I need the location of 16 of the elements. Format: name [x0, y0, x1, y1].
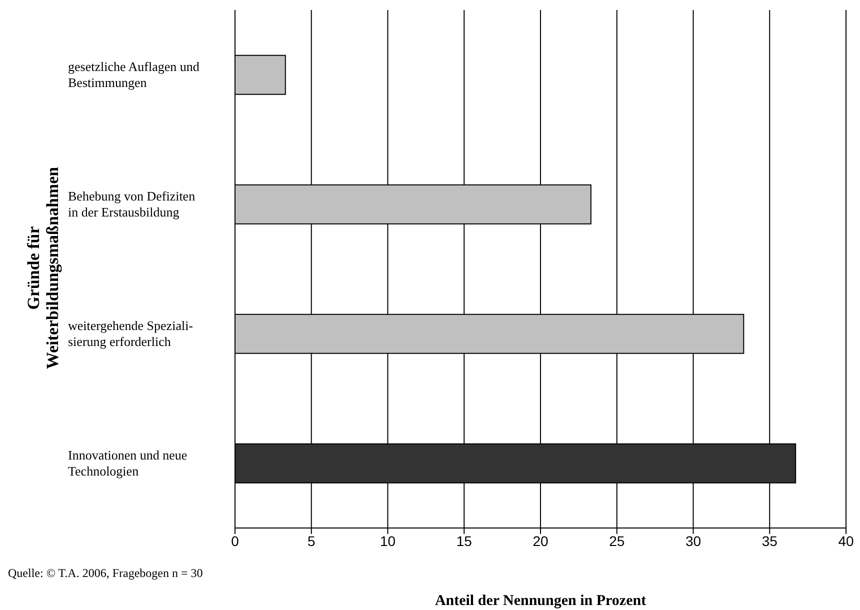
- x-tick-label: 10: [380, 532, 396, 549]
- x-tick-label: 20: [532, 532, 548, 549]
- y-tick-label: Innovationen und neue Technologien: [68, 447, 188, 478]
- y-tick-label: weitergehende Speziali- sierung erforderlich: [68, 318, 194, 349]
- x-tick-label: 25: [609, 532, 625, 549]
- x-tick-label: 40: [838, 532, 854, 549]
- x-tick-label: 5: [307, 532, 316, 549]
- x-tick-label: 30: [685, 532, 702, 549]
- x-tick-label: 0: [231, 532, 240, 549]
- x-axis-title: Anteil der Nennungen in Prozent: [434, 593, 648, 610]
- y-tick-label: Behebung von Defiziten in der Erstausbildung: [68, 188, 196, 220]
- y-tick-label: gesetzliche Auflagen und Bestimmungen: [68, 58, 200, 90]
- x-tick-label: 15: [456, 532, 472, 549]
- x-tick-label: 35: [762, 532, 778, 549]
- y-axis-title: Gründe für Weiterbildungsmaßnahmen: [24, 166, 62, 370]
- source-note: Quelle: © T.A. 2006, Fragebogen n = 30: [8, 566, 203, 581]
